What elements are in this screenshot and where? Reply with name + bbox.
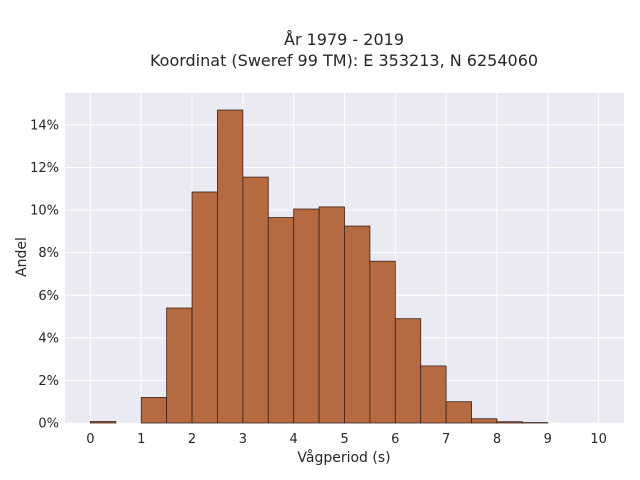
y-tick-labels: 0% 2% 4% 6% 8% 10% 12% 14% [30,118,59,431]
bar-10 [344,225,371,424]
bar-9 [318,206,345,424]
bars [90,109,549,424]
bar-12 [394,318,422,424]
y-tick-label-1: 2% [38,374,59,389]
x-tick-label-5: 5 [340,432,348,447]
bar-4 [191,191,218,424]
y-tick-label-5: 10% [30,204,59,219]
y-tick-label-3: 6% [38,289,59,304]
x-axis-label: Vågperiod (s) [297,449,390,466]
x-tick-label-8: 8 [493,432,501,447]
y-tick-label-2: 4% [38,331,59,346]
x-tick-labels: 0 1 2 3 4 5 6 7 8 9 10 [86,432,607,447]
x-tick-label-7: 7 [442,432,450,447]
bar-15 [471,418,498,424]
chart-title-line1: År 1979 - 2019 [284,30,404,49]
x-tick-label-9: 9 [544,432,552,447]
y-tick-label-6: 12% [30,161,59,176]
x-tick-label-0: 0 [86,432,94,447]
bar-11 [369,260,396,424]
bar-13 [420,365,447,424]
bar-0 [90,421,117,424]
bar-3 [166,307,193,424]
x-tick-label-2: 2 [188,432,196,447]
chart-title-line2: Koordinat (Sweref 99 TM): E 353213, N 62… [150,51,538,70]
bar-8 [293,208,320,424]
x-tick-label-6: 6 [391,432,399,447]
x-tick-label-3: 3 [239,432,247,447]
y-tick-label-0: 0% [38,417,59,432]
y-tick-label-4: 8% [38,246,59,261]
x-tick-label-10: 10 [590,432,607,447]
x-tick-label-4: 4 [290,432,298,447]
bar-2 [140,397,168,424]
bar-6 [242,176,269,424]
bar-5 [217,109,244,424]
bar-7 [267,217,295,424]
x-tick-label-1: 1 [137,432,145,447]
y-tick-label-7: 14% [30,118,59,133]
bar-14 [445,401,472,424]
y-axis-label: Andel [14,237,30,277]
bar-16 [496,421,523,424]
